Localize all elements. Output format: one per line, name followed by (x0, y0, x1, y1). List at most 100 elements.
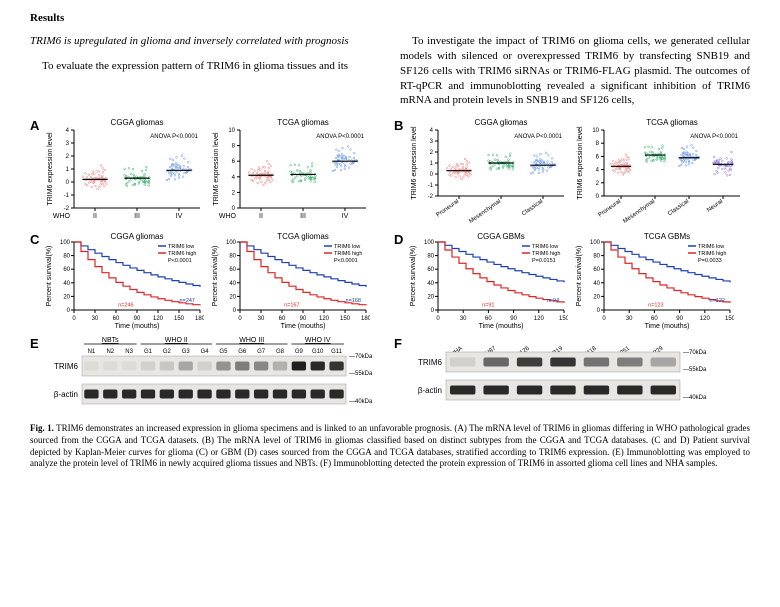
svg-text:40: 40 (63, 281, 70, 287)
svg-text:WHO: WHO (219, 213, 237, 220)
svg-text:30: 30 (92, 316, 99, 322)
western-blot: NBTsWHO IIWHO IIIWHO IVN1N2N3G1G2G3G4G5G… (44, 334, 374, 412)
svg-text:P=0.0151: P=0.0151 (532, 258, 556, 264)
svg-text:6: 6 (232, 159, 236, 165)
svg-text:TRIM6 high: TRIM6 high (698, 251, 726, 257)
svg-text:ANOVA P<0.0001: ANOVA P<0.0001 (514, 134, 562, 140)
svg-text:60: 60 (485, 316, 492, 322)
svg-text:N2: N2 (106, 349, 114, 355)
svg-text:90: 90 (134, 316, 141, 322)
svg-text:40: 40 (593, 281, 600, 287)
western-blot: NHAU87SF126SNB19U118U251LN229TRIM6β-acti… (408, 334, 708, 412)
svg-text:CGGA gliomas: CGGA gliomas (111, 232, 164, 241)
svg-text:β-actin: β-actin (54, 390, 78, 399)
caption-text: TRIM6 demonstrates an increased expressi… (30, 423, 750, 468)
svg-text:8: 8 (232, 144, 236, 150)
svg-text:20: 20 (593, 295, 600, 301)
svg-text:Time (mouths): Time (mouths) (281, 323, 326, 330)
svg-text:0: 0 (597, 308, 601, 314)
svg-text:0: 0 (72, 316, 76, 322)
svg-text:CGGA gliomas: CGGA gliomas (111, 118, 164, 127)
panel-label-c: C (30, 232, 39, 247)
svg-text:WHO IV: WHO IV (305, 337, 331, 344)
svg-text:G7: G7 (257, 349, 266, 355)
svg-text:II: II (259, 213, 263, 220)
svg-text:IV: IV (176, 213, 183, 220)
svg-text:120: 120 (534, 316, 545, 322)
svg-text:4: 4 (430, 128, 434, 134)
svg-text:III: III (134, 213, 140, 220)
svg-text:20: 20 (427, 295, 434, 301)
panel-d: D CGGA GBMs0204060801000306090120150Perc… (394, 230, 750, 330)
svg-text:n=123: n=123 (648, 303, 663, 309)
svg-text:WHO: WHO (53, 213, 71, 220)
svg-text:Neural: Neural (706, 199, 724, 214)
svg-text:—40kDa: —40kDa (349, 399, 373, 405)
svg-text:0: 0 (238, 316, 242, 322)
svg-text:-1: -1 (428, 183, 434, 189)
svg-text:150: 150 (559, 316, 568, 322)
svg-text:40: 40 (229, 281, 236, 287)
svg-text:60: 60 (63, 267, 70, 273)
svg-text:n=167: n=167 (284, 303, 299, 309)
svg-text:n=246: n=246 (118, 303, 133, 309)
svg-text:80: 80 (427, 254, 434, 260)
svg-text:III: III (300, 213, 306, 220)
svg-text:G8: G8 (276, 349, 285, 355)
svg-text:10: 10 (228, 128, 235, 134)
svg-text:Time (mouths): Time (mouths) (645, 323, 690, 330)
svg-text:Mesenchymal: Mesenchymal (622, 199, 656, 225)
svg-text:150: 150 (725, 316, 734, 322)
svg-text:TCGA gliomas: TCGA gliomas (646, 118, 698, 127)
svg-text:—70kDa: —70kDa (683, 350, 707, 356)
svg-text:10: 10 (592, 128, 599, 134)
svg-text:60: 60 (593, 267, 600, 273)
fig-label: Fig. 1. (30, 423, 54, 433)
svg-text:G3: G3 (182, 349, 191, 355)
svg-text:TRIM6 expression level: TRIM6 expression level (577, 126, 584, 200)
svg-text:CGGA GBMs: CGGA GBMs (477, 232, 525, 241)
para1: To evaluate the expression pattern of TR… (30, 59, 380, 74)
svg-text:IV: IV (342, 213, 349, 220)
row-ab: A CGGA gliomasANOVA P<0.0001-2-101234TRI… (30, 116, 750, 226)
svg-text:WHO III: WHO III (239, 337, 264, 344)
svg-text:TCGA gliomas: TCGA gliomas (277, 118, 329, 127)
svg-text:WHO II: WHO II (165, 337, 188, 344)
svg-text:G6: G6 (238, 349, 247, 355)
svg-text:—55kDa: —55kDa (349, 371, 373, 377)
strip-chart: TCGA gliomasANOVA P<0.00010246810TRIM6 e… (574, 116, 744, 226)
km-chart: TCGA gliomas0204060801000306090120150180… (210, 230, 370, 330)
svg-text:TRIM6 low: TRIM6 low (532, 244, 558, 250)
km-chart: CGGA gliomas0204060801000306090120150180… (44, 230, 204, 330)
svg-text:TCGA GBMs: TCGA GBMs (644, 232, 690, 241)
svg-text:120: 120 (700, 316, 711, 322)
svg-text:1: 1 (66, 167, 70, 173)
svg-text:Mesenchymal: Mesenchymal (468, 199, 502, 225)
svg-text:G10: G10 (312, 349, 324, 355)
strip-chart: CGGA gliomasANOVA P<0.0001-2-101234TRIM6… (408, 116, 568, 226)
svg-text:Classical: Classical (667, 199, 690, 218)
panel-a: A CGGA gliomasANOVA P<0.0001-2-101234TRI… (30, 116, 386, 226)
svg-text:TRIM6 expression level: TRIM6 expression level (47, 132, 54, 206)
svg-text:II: II (93, 213, 97, 220)
panel-b: B CGGA gliomasANOVA P<0.0001-2-101234TRI… (394, 116, 750, 226)
svg-text:2: 2 (596, 181, 600, 187)
svg-text:6: 6 (596, 155, 600, 161)
svg-text:3: 3 (430, 139, 434, 145)
svg-text:G5: G5 (219, 349, 228, 355)
svg-text:Percent survival(%): Percent survival(%) (46, 246, 53, 307)
svg-text:40: 40 (427, 281, 434, 287)
svg-text:Time (mouths): Time (mouths) (115, 323, 160, 330)
svg-text:80: 80 (63, 254, 70, 260)
svg-text:30: 30 (626, 316, 633, 322)
svg-text:60: 60 (113, 316, 120, 322)
svg-text:4: 4 (66, 128, 70, 134)
svg-text:TRIM6 high: TRIM6 high (334, 251, 362, 257)
row-cd: C CGGA gliomas 0 20 40 60 80 100 0 30 60 90 120 150 1… (30, 230, 750, 330)
svg-text:90: 90 (510, 316, 517, 322)
svg-text:Time (mouths): Time (mouths) (479, 323, 524, 330)
svg-text:100: 100 (60, 240, 71, 246)
intro-columns: TRIM6 is upregulated in glioma and inver… (30, 34, 750, 108)
svg-text:N1: N1 (88, 349, 96, 355)
panel-label-d: D (394, 232, 403, 247)
